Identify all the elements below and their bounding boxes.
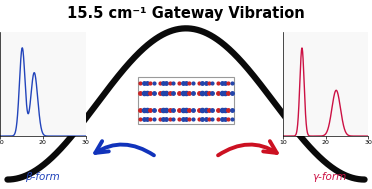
Bar — [138, 77, 234, 124]
Text: β-form: β-form — [25, 172, 60, 182]
Text: 15.5 cm⁻¹ Gateway Vibration: 15.5 cm⁻¹ Gateway Vibration — [67, 6, 305, 21]
Text: γ-form: γ-form — [312, 172, 346, 182]
